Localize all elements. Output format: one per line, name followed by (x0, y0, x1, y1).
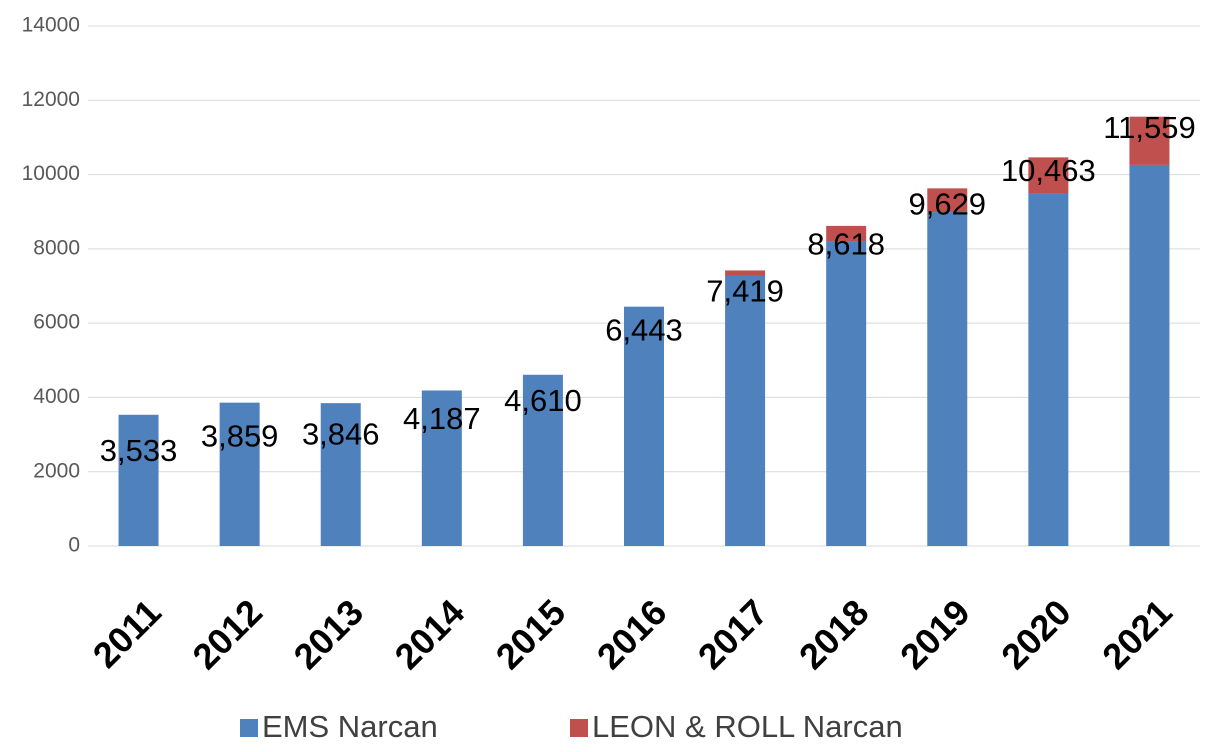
y-tick-label: 10000 (22, 162, 80, 185)
data-label: 3,533 (100, 433, 178, 468)
bar-segment (1028, 157, 1069, 194)
legend-label: EMS Narcan (262, 709, 438, 744)
bar-segment (219, 402, 260, 546)
data-label: 10,463 (1001, 153, 1096, 188)
bar-segment (522, 374, 563, 546)
bar-segment (826, 241, 867, 547)
data-label: 4,187 (403, 401, 481, 436)
bar-segment (1129, 164, 1170, 546)
bar-segment (927, 212, 968, 547)
data-label: 11,559 (1103, 110, 1196, 145)
y-tick-label: 4000 (33, 385, 80, 408)
y-tick-label: 2000 (33, 459, 80, 482)
data-label: 4,610 (504, 383, 582, 418)
bar-segment (826, 225, 867, 242)
bar-segment (1129, 116, 1170, 165)
y-tick-label: 8000 (33, 236, 80, 259)
legend-swatch (240, 719, 258, 737)
bar-segment (725, 270, 766, 276)
data-label: 3,859 (201, 418, 279, 453)
y-tick-label: 0 (68, 534, 80, 557)
legend-label: LEON & ROLL Narcan (592, 709, 903, 744)
bar-segment (725, 275, 766, 546)
data-label: 3,846 (302, 416, 380, 451)
legend-swatch (570, 719, 588, 737)
y-tick-label: 12000 (22, 88, 80, 111)
bar-segment (927, 188, 968, 213)
y-tick-label: 14000 (22, 14, 80, 37)
data-label: 7,419 (706, 274, 784, 309)
bar-segment (320, 403, 361, 546)
bar-segment (1028, 193, 1069, 546)
y-tick-label: 6000 (33, 311, 80, 334)
data-label: 9,629 (908, 187, 986, 222)
bar-segment (421, 390, 462, 546)
bar-segment (624, 306, 664, 546)
bar-segment (118, 414, 159, 546)
data-label: 6,443 (605, 312, 683, 347)
data-label: 8,618 (807, 227, 885, 262)
